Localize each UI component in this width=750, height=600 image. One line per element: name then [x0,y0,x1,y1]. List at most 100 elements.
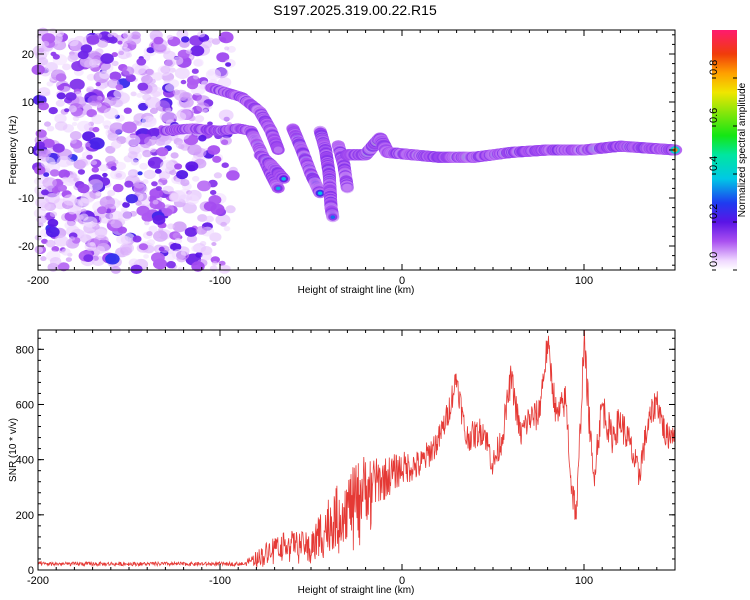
noise-blob [53,235,69,247]
x-tick-label: -100 [209,275,231,287]
noise-blob [184,227,198,237]
noise-blob [109,71,122,81]
noise-blob [139,162,149,170]
noise-blob [138,243,148,251]
colorbar-tick-label: 0.6 [708,108,720,123]
y-tick-label: 200 [16,510,34,522]
noise-blob [169,169,177,176]
noise-blob [152,90,161,98]
noise-blob [169,193,181,203]
noise-blob [192,175,200,182]
noise-blob [37,57,49,66]
noise-blob [69,78,85,91]
noise-blob [120,236,132,245]
noise-blob [70,138,77,144]
noise-blob [193,75,199,80]
noise-blob [43,172,50,177]
noise-blob [145,96,161,109]
noise-blob [108,36,118,44]
noise-blob [39,202,51,211]
noise-blob [153,43,167,54]
noise-blob [182,202,197,214]
noise-blob [145,68,154,76]
noise-blob [153,232,162,239]
noise-blob [210,190,217,195]
noise-blob [197,31,206,38]
noise-blob [44,121,51,127]
noise-blob [186,80,199,90]
noise-blob [93,234,109,247]
noise-blob [52,143,65,153]
noise-blob [33,177,44,186]
ridge-body [342,184,352,192]
noise-blob [156,133,172,146]
snr-plot: -200 -100 0 100 0 200 400 600 800 Height of stra… [8,329,676,596]
noise-blob [159,110,176,123]
noise-blob [42,177,57,189]
noise-blob [157,65,172,76]
noise-blob [77,120,92,132]
noise-blob [62,63,71,71]
noise-blob [110,166,117,171]
noise-blob [57,184,67,192]
noise-blob [207,121,213,126]
noise-blob [197,180,211,192]
colorbar: 0.0 0.2 0.4 0.6 0.8 Normalized spectral ampl… [708,30,748,271]
noise-blob [99,164,109,172]
noise-blob [137,82,149,91]
noise-blob [77,169,85,175]
noise-blob [226,45,236,53]
noise-blob [115,84,124,91]
noise-blob [194,115,205,123]
y-tick-label: 400 [16,455,34,467]
colorbar-tick-label: 0.8 [708,60,720,75]
noise-blob [109,122,125,134]
noise-blob [135,200,142,206]
noise-blob [221,139,229,145]
noise-blob [223,226,231,232]
y-tick-label: 10 [22,97,34,109]
noise-blob [65,92,77,101]
noise-blob [150,78,156,84]
noise-blob [186,234,198,243]
noise-blob [95,191,102,197]
noise-blob [130,159,140,166]
noise-blob [86,154,93,160]
noise-blob [112,183,124,193]
y-tick-label: 600 [16,399,34,411]
noise-blob [191,245,201,253]
y-tick-label: 800 [16,344,34,356]
noise-blob [67,54,78,63]
noise-blob [35,141,45,149]
noise-blob [91,114,105,125]
noise-blob [226,170,240,181]
noise-blob [167,223,175,230]
noise-blob [73,177,79,182]
noise-blob [91,255,105,266]
noise-blob [46,81,54,87]
noise-blob [110,219,123,229]
noise-blob [69,131,82,140]
colorbar-label: Normalized spectral amplitude [737,82,748,217]
noise-blob [105,155,116,164]
noise-blob [132,235,142,243]
noise-blob [138,193,150,203]
noise-blob [149,107,158,114]
noise-blob [102,172,108,178]
noise-blob [173,89,189,101]
noise-blob [225,62,232,67]
noise-blob [111,60,119,67]
y-tick-label: -10 [18,193,34,205]
noise-blob [146,47,155,54]
noise-blob [78,158,88,167]
noise-blob [172,221,187,233]
noise-blob [125,52,132,58]
noise-blob [77,230,87,238]
noise-blob [69,236,76,241]
noise-blob [138,102,149,111]
noise-blob [34,166,46,175]
noise-blob [176,170,189,180]
x-tick-label: -100 [209,575,231,587]
noise-blob [154,168,162,174]
noise-blob [100,62,114,73]
